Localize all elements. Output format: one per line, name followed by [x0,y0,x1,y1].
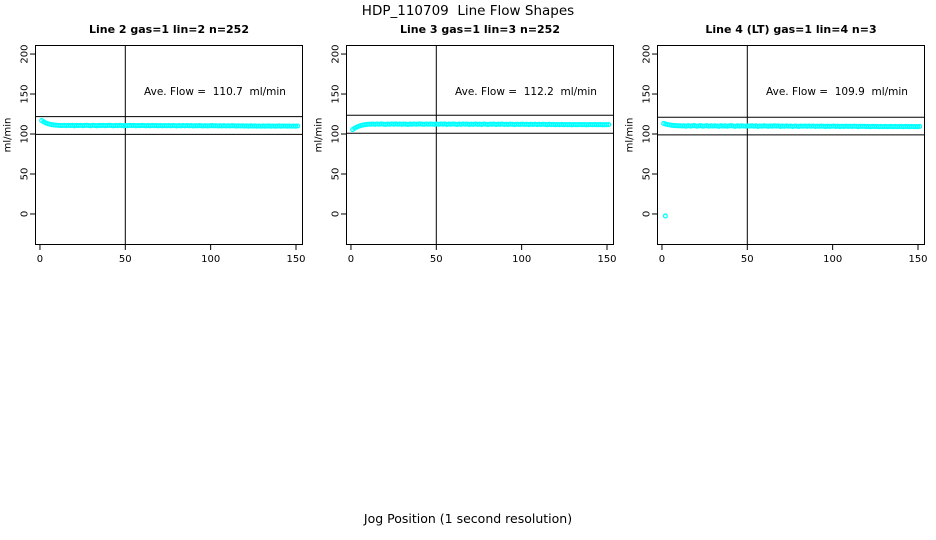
data-points [661,120,923,219]
panel-line-3: Line 3 gas=1 lin=3 n=252 ml/min 0 50 100 15… [314,23,617,265]
y-axis-label: ml/min [2,117,14,153]
y-tick-label: 50 [20,168,31,181]
y-tick-label: 150 [642,84,653,103]
x-tick-label: 150 [597,254,616,265]
y-tick-label: 100 [642,124,653,143]
x-tick-label: 50 [741,254,754,265]
x-tick-label: 100 [201,254,220,265]
y-tick-label: 50 [331,168,342,181]
y-tick-label: 100 [331,124,342,143]
data-points [39,118,301,129]
outlier-point [662,213,668,219]
reference-lines [346,45,614,245]
y-tick-label: 0 [331,211,342,217]
x-tick-label: 0 [659,254,665,265]
panel-title: Line 3 gas=1 lin=3 n=252 [399,23,560,36]
ave-flow-annotation: Ave. Flow = 112.2 ml/min [455,86,597,98]
y-tick-label: 200 [331,44,342,63]
data-points [350,121,612,133]
axes: 0 50 100 150 0 50 100 150 200 [20,44,306,265]
x-tick-label: 150 [286,254,305,265]
figure-title: HDP_110709 Line Flow Shapes [361,3,575,19]
y-tick-label: 150 [331,84,342,103]
flow-scatter-plot: 0 50 100 150 0 50 100 150 200 [331,44,617,265]
x-tick-label: 0 [348,254,354,265]
y-tick-label: 100 [20,124,31,143]
ave-flow-annotation: Ave. Flow = 110.7 ml/min [144,86,286,98]
flow-scatter-plot: 0 50 100 150 0 50 100 150 200 [20,44,306,265]
x-tick-label: 50 [119,254,132,265]
y-tick-label: 150 [20,84,31,103]
x-tick-label: 100 [512,254,531,265]
x-axis-label: Jog Position (1 second resolution) [363,511,573,526]
flow-scatter-plot: 0 50 100 150 0 50 100 150 200 [642,44,928,265]
panel-title: Line 4 (LT) gas=1 lin=4 n=3 [705,23,877,36]
x-tick-label: 0 [37,254,43,265]
panel-title: Line 2 gas=1 lin=2 n=252 [88,23,249,36]
reference-lines [35,45,303,245]
y-axis-label: ml/min [624,117,636,153]
axes: 0 50 100 150 0 50 100 150 200 [331,44,617,265]
y-tick-label: 50 [642,168,653,181]
panel-line-2: Line 2 gas=1 lin=2 n=252 ml/min 0 50 100 15… [3,23,306,265]
axes: 0 50 100 150 0 50 100 150 200 [642,44,928,265]
y-tick-label: 0 [642,211,653,217]
x-tick-label: 150 [908,254,927,265]
y-tick-label: 200 [642,44,653,63]
ave-flow-annotation: Ave. Flow = 109.9 ml/min [766,86,908,98]
panel-line-4: Line 4 (LT) gas=1 lin=4 n=3 ml/min 0 50 10… [625,23,928,265]
y-tick-label: 0 [20,211,31,217]
reference-lines [657,45,925,245]
x-tick-label: 50 [430,254,443,265]
x-tick-label: 100 [823,254,842,265]
y-axis-label: ml/min [313,117,325,153]
y-tick-label: 200 [20,44,31,63]
